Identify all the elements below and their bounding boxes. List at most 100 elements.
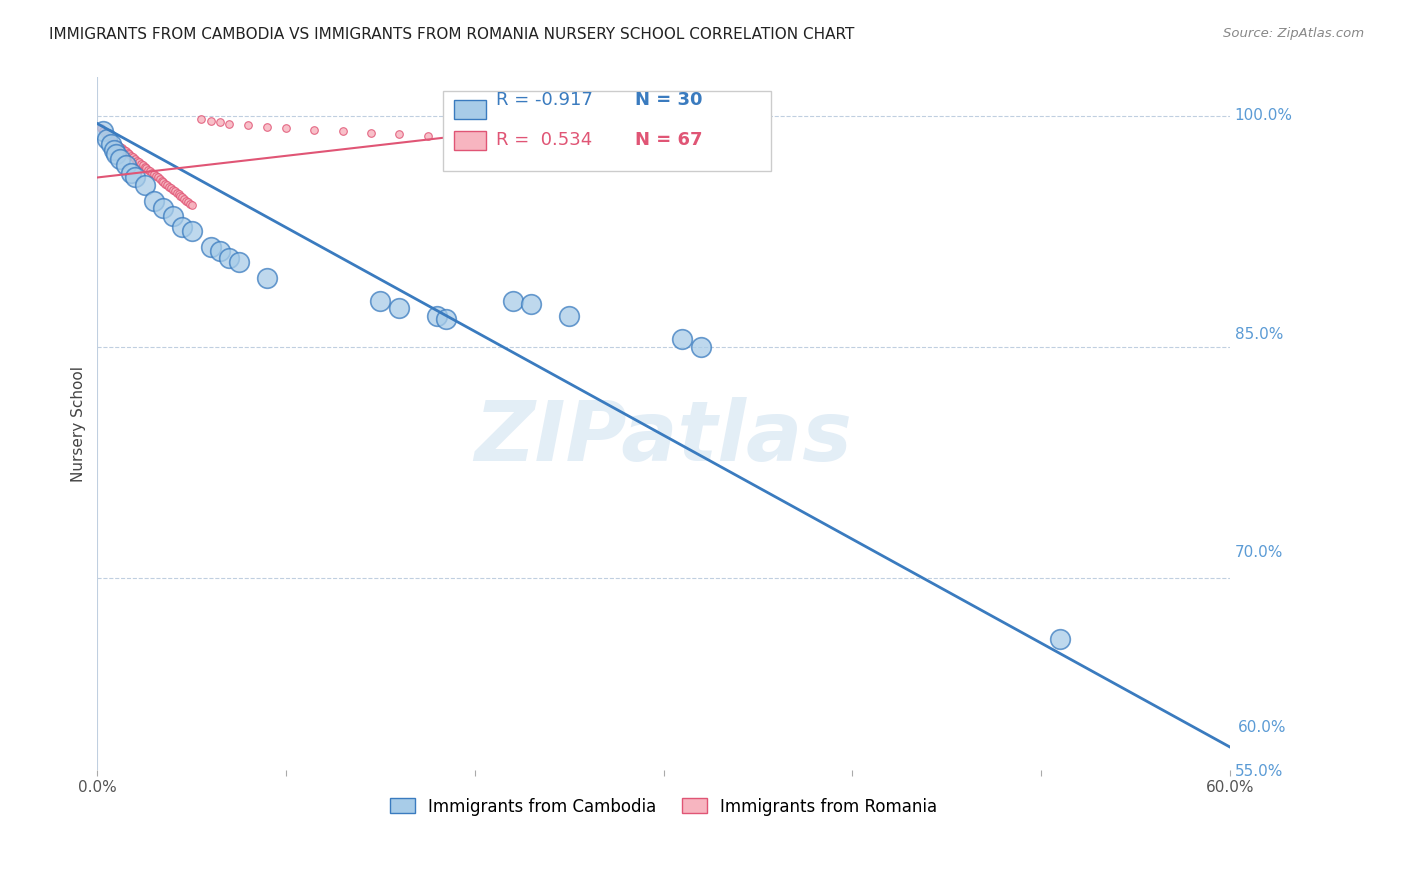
- Point: [108, 152, 131, 166]
- Point: [444, 130, 467, 145]
- Text: 60.0%: 60.0%: [1239, 720, 1286, 734]
- Point: [436, 312, 458, 326]
- Text: ZIPatlas: ZIPatlas: [475, 397, 852, 478]
- Point: [128, 155, 150, 169]
- Point: [134, 178, 156, 193]
- Point: [141, 166, 163, 180]
- Point: [150, 173, 173, 187]
- Point: [157, 179, 180, 194]
- Point: [146, 170, 169, 185]
- Point: [208, 115, 231, 129]
- Point: [117, 145, 139, 160]
- Point: [100, 136, 122, 151]
- Point: [502, 134, 524, 148]
- Text: N = 67: N = 67: [636, 131, 703, 150]
- Point: [200, 240, 222, 254]
- Point: [180, 224, 202, 238]
- Point: [100, 132, 122, 146]
- Point: [91, 124, 114, 138]
- Point: [1049, 632, 1071, 647]
- Legend: Immigrants from Cambodia, Immigrants from Romania: Immigrants from Cambodia, Immigrants fro…: [381, 789, 945, 824]
- Point: [520, 296, 543, 310]
- Point: [370, 293, 392, 308]
- Point: [94, 128, 117, 142]
- Point: [426, 309, 449, 323]
- FancyBboxPatch shape: [443, 91, 770, 171]
- Point: [101, 134, 124, 148]
- Point: [169, 189, 191, 203]
- Point: [162, 183, 184, 197]
- Point: [671, 332, 693, 346]
- Point: [360, 126, 382, 140]
- Point: [149, 172, 172, 186]
- Point: [91, 124, 114, 138]
- Point: [472, 132, 495, 146]
- Point: [174, 194, 197, 208]
- Point: [163, 184, 186, 198]
- Point: [172, 219, 194, 234]
- Point: [124, 152, 146, 166]
- Point: [167, 187, 190, 202]
- Point: [152, 175, 174, 189]
- Point: [332, 124, 354, 138]
- Point: [208, 244, 231, 259]
- Point: [105, 136, 128, 151]
- Point: [256, 270, 278, 285]
- Point: [530, 135, 553, 149]
- Point: [238, 118, 260, 132]
- Point: [228, 255, 250, 269]
- Point: [105, 147, 128, 161]
- Point: [180, 198, 202, 212]
- Point: [103, 135, 125, 149]
- Point: [502, 293, 524, 308]
- Point: [118, 147, 141, 161]
- Point: [388, 301, 411, 316]
- Point: [122, 151, 145, 165]
- Text: Source: ZipAtlas.com: Source: ZipAtlas.com: [1223, 27, 1364, 40]
- Point: [558, 309, 581, 323]
- Point: [143, 168, 166, 182]
- Text: R = -0.917: R = -0.917: [496, 91, 593, 109]
- Point: [96, 128, 118, 143]
- Point: [416, 128, 439, 143]
- Point: [274, 121, 297, 136]
- Point: [136, 162, 159, 177]
- Point: [200, 113, 222, 128]
- Point: [568, 136, 591, 151]
- Point: [160, 181, 183, 195]
- Point: [108, 139, 131, 153]
- Point: [172, 190, 194, 204]
- Point: [145, 169, 167, 183]
- Y-axis label: Nursery School: Nursery School: [72, 366, 86, 482]
- Point: [218, 117, 240, 131]
- Point: [124, 170, 146, 185]
- Point: [166, 186, 188, 200]
- Point: [120, 149, 142, 163]
- Point: [125, 153, 148, 168]
- Text: IMMIGRANTS FROM CAMBODIA VS IMMIGRANTS FROM ROMANIA NURSERY SCHOOL CORRELATION C: IMMIGRANTS FROM CAMBODIA VS IMMIGRANTS F…: [49, 27, 855, 42]
- Point: [690, 340, 713, 354]
- Point: [103, 143, 125, 157]
- Point: [156, 178, 179, 193]
- Point: [155, 177, 177, 191]
- Point: [218, 251, 240, 265]
- Bar: [454, 131, 485, 150]
- Point: [97, 130, 120, 145]
- Point: [143, 194, 166, 208]
- Point: [304, 122, 326, 136]
- Point: [129, 156, 152, 170]
- Point: [135, 161, 157, 176]
- Point: [111, 141, 134, 155]
- Point: [131, 158, 153, 172]
- Point: [596, 138, 619, 153]
- Point: [114, 145, 136, 159]
- Point: [96, 132, 118, 146]
- Point: [152, 201, 174, 215]
- Point: [256, 120, 278, 134]
- Point: [134, 160, 156, 174]
- Point: [179, 196, 201, 211]
- Point: [90, 121, 112, 136]
- Point: [112, 143, 135, 157]
- Point: [139, 164, 162, 178]
- Text: N = 30: N = 30: [636, 91, 703, 109]
